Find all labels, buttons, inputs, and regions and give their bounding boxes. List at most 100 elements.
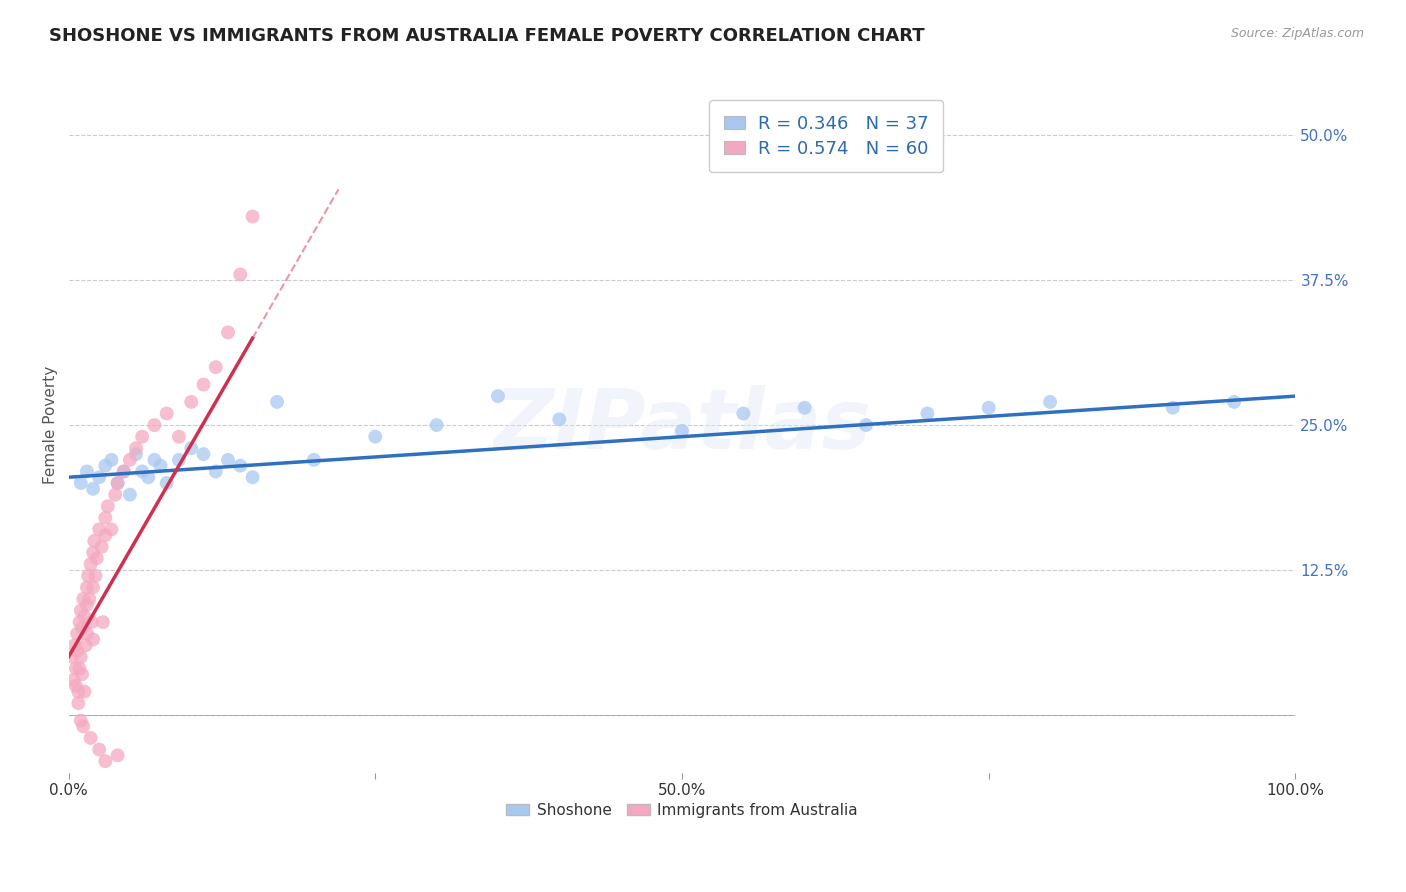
Point <box>72 591 94 606</box>
Point <box>131 465 153 479</box>
Point <box>855 418 877 433</box>
Point <box>72 719 94 733</box>
Point <box>66 626 89 640</box>
Point <box>76 580 98 594</box>
Point <box>156 476 179 491</box>
Point <box>94 528 117 542</box>
Point <box>107 476 129 491</box>
Legend: Shoshone, Immigrants from Australia: Shoshone, Immigrants from Australia <box>501 797 865 824</box>
Point <box>1039 395 1062 409</box>
Point <box>76 598 98 612</box>
Point <box>156 407 179 421</box>
Point <box>242 210 264 224</box>
Point <box>77 568 100 582</box>
Point <box>79 591 101 606</box>
Point <box>83 533 105 548</box>
Point <box>100 522 122 536</box>
Point <box>180 395 202 409</box>
Point <box>69 649 91 664</box>
Point <box>69 714 91 728</box>
Text: SHOSHONE VS IMMIGRANTS FROM AUSTRALIA FEMALE POVERTY CORRELATION CHART: SHOSHONE VS IMMIGRANTS FROM AUSTRALIA FE… <box>49 27 925 45</box>
Point <box>84 568 107 582</box>
Point <box>125 442 148 456</box>
Point <box>486 389 509 403</box>
Point <box>136 470 159 484</box>
Point <box>69 476 91 491</box>
Point <box>204 360 226 375</box>
Point <box>167 453 190 467</box>
Point <box>91 615 114 629</box>
Point <box>100 453 122 467</box>
Point <box>149 458 172 473</box>
Point <box>143 418 166 433</box>
Point <box>217 326 239 340</box>
Point <box>69 661 91 675</box>
Point <box>65 679 87 693</box>
Point <box>364 430 387 444</box>
Point <box>79 557 101 571</box>
Point <box>1223 395 1246 409</box>
Point <box>204 465 226 479</box>
Point <box>67 684 90 698</box>
Point <box>75 638 97 652</box>
Point <box>62 673 84 687</box>
Point <box>302 453 325 467</box>
Point <box>82 545 104 559</box>
Point <box>107 748 129 763</box>
Point <box>229 458 252 473</box>
Point <box>82 482 104 496</box>
Point <box>60 649 83 664</box>
Point <box>112 465 135 479</box>
Point <box>80 615 103 629</box>
Point <box>79 731 101 745</box>
Point <box>242 470 264 484</box>
Point <box>73 684 96 698</box>
Point <box>90 540 112 554</box>
Point <box>167 430 190 444</box>
Point <box>426 418 449 433</box>
Text: Source: ZipAtlas.com: Source: ZipAtlas.com <box>1230 27 1364 40</box>
Point <box>193 447 215 461</box>
Point <box>70 621 93 635</box>
Point <box>82 580 104 594</box>
Point <box>76 465 98 479</box>
Point <box>89 522 111 536</box>
Point <box>67 696 90 710</box>
Point <box>89 470 111 484</box>
Point <box>217 453 239 467</box>
Point <box>65 661 87 675</box>
Point <box>107 476 129 491</box>
Point <box>180 442 202 456</box>
Point <box>193 377 215 392</box>
Point <box>69 603 91 617</box>
Point <box>548 412 571 426</box>
Point <box>104 488 127 502</box>
Point <box>266 395 288 409</box>
Point <box>86 551 108 566</box>
Point <box>733 407 755 421</box>
Point <box>89 742 111 756</box>
Point <box>1161 401 1184 415</box>
Text: ZIPatlas: ZIPatlas <box>494 384 870 466</box>
Point <box>82 632 104 647</box>
Point <box>671 424 693 438</box>
Point <box>66 644 89 658</box>
Point <box>977 401 1000 415</box>
Point <box>70 667 93 681</box>
Point <box>112 465 135 479</box>
Point <box>73 609 96 624</box>
Point <box>69 615 91 629</box>
Point <box>63 638 86 652</box>
Point <box>94 458 117 473</box>
Point <box>94 754 117 768</box>
Point <box>118 488 141 502</box>
Point <box>793 401 815 415</box>
Point <box>917 407 939 421</box>
Point <box>143 453 166 467</box>
Point <box>94 510 117 524</box>
Point <box>76 626 98 640</box>
Point <box>118 453 141 467</box>
Point <box>229 268 252 282</box>
Point <box>97 499 120 513</box>
Y-axis label: Female Poverty: Female Poverty <box>44 366 58 484</box>
